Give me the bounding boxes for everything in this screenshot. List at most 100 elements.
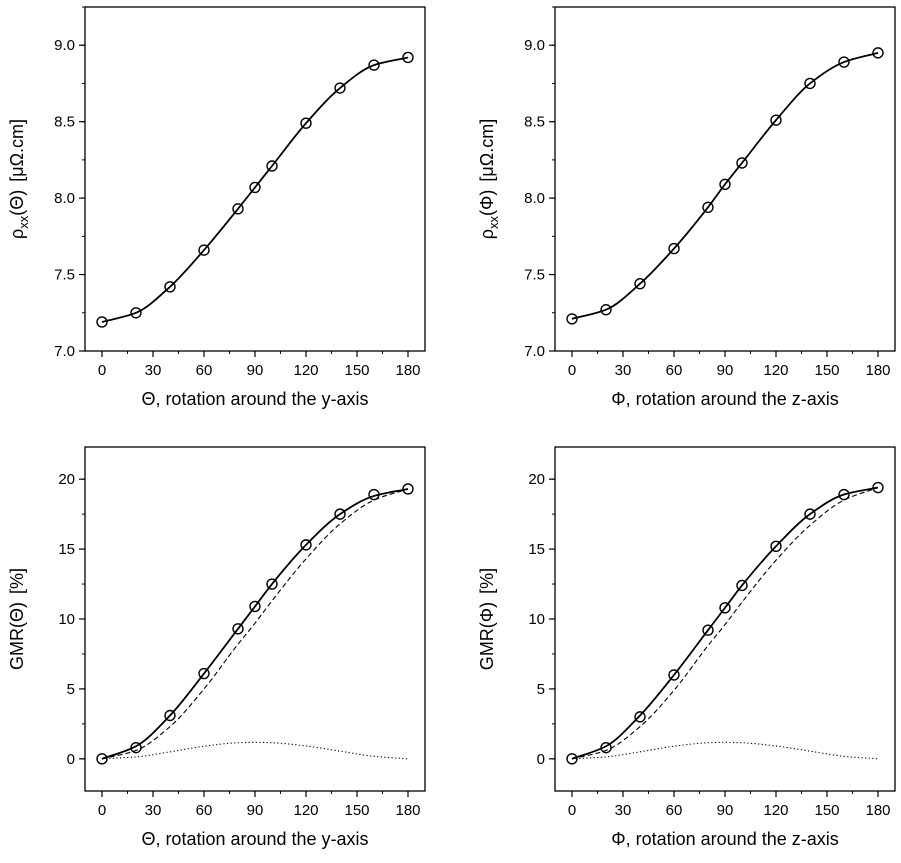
chart-panel-top-right: 0 30 60 90 120 150 180 7.0 7.5 8.0 8.5 9.0 Φ, rotati… xyxy=(477,6,896,409)
y-axis-label-arg: (Φ) xyxy=(477,602,497,628)
y-axis-label: GMR(Φ) [%] xyxy=(477,568,497,670)
data-point-marker xyxy=(804,77,816,90)
data-point-marker xyxy=(198,667,210,680)
data-point-marker xyxy=(402,483,414,495)
data-point-marker xyxy=(249,181,261,194)
x-tick-label: 90 xyxy=(717,362,734,379)
x-tick-label: 180 xyxy=(865,802,890,819)
y-tick-label: 20 xyxy=(528,471,545,488)
data-point-marker xyxy=(719,178,731,191)
x-tick-label: 30 xyxy=(615,802,632,819)
data-point-marker xyxy=(402,51,414,64)
y-axis-label: GMR(Θ) [%] xyxy=(7,568,27,670)
x-tick-label: 60 xyxy=(666,802,683,819)
x-tick-label: 0 xyxy=(568,802,576,819)
x-tick-label: 90 xyxy=(247,362,264,379)
data-point-marker xyxy=(770,114,782,126)
y-tick-label: 15 xyxy=(58,541,75,558)
data-point-marker xyxy=(232,623,244,635)
x-tick-label: 120 xyxy=(293,362,318,379)
x-tick-label: 180 xyxy=(865,362,890,379)
x-tick-label: 150 xyxy=(344,802,369,819)
x-tick-label: 30 xyxy=(145,362,162,379)
x-tick-label: 0 xyxy=(98,362,106,379)
y-tick-label: 15 xyxy=(528,541,545,558)
y-axis-label-main: GMR xyxy=(7,628,27,670)
data-point-marker xyxy=(838,56,850,68)
data-point-marker xyxy=(634,711,646,723)
data-point-marker xyxy=(300,539,312,551)
y-axis-label-unit: [%] xyxy=(477,568,497,594)
plot-frame xyxy=(84,6,426,352)
data-point-marker xyxy=(566,753,578,765)
plot-frame xyxy=(554,446,896,792)
data-point-marker xyxy=(702,201,714,213)
series-line-solid xyxy=(101,488,409,760)
data-point-marker xyxy=(838,488,850,501)
data-point-marker xyxy=(164,281,176,293)
data-point-marker xyxy=(232,203,244,215)
x-tick-label: 0 xyxy=(98,802,106,819)
data-point-marker xyxy=(566,313,578,325)
chart-panel-top-left: 0 30 60 90 120 150 180 7.0 7.5 8.0 8.5 9.0 Θ, rotati… xyxy=(7,6,426,409)
data-point-marker xyxy=(334,508,346,520)
chart-panel-bottom-right: 0 30 60 90 120 150 180 0 5 10 15 20 Φ, rotation arou… xyxy=(477,446,896,849)
x-tick-label: 120 xyxy=(293,802,318,819)
data-point-marker xyxy=(334,82,346,94)
y-axis-label-arg: (Θ) xyxy=(7,190,27,216)
x-tick-label: 150 xyxy=(814,362,839,379)
x-tick-label: 180 xyxy=(395,362,420,379)
x-tick-label: 60 xyxy=(196,362,213,379)
chart-panel-bottom-left: 0 30 60 90 120 150 180 0 5 10 15 20 Θ, rotation arou… xyxy=(7,446,426,849)
x-tick-label: 0 xyxy=(568,362,576,379)
y-tick-label: 10 xyxy=(58,611,75,628)
data-point-marker xyxy=(198,244,210,256)
x-tick-label: 180 xyxy=(395,802,420,819)
x-axis-label: Θ, rotation around the y-axis xyxy=(141,829,368,849)
x-tick-label: 150 xyxy=(814,802,839,819)
series-line-dotted xyxy=(101,741,409,760)
data-point-marker xyxy=(719,602,731,614)
data-point-marker xyxy=(266,160,278,172)
data-point-marker xyxy=(130,307,142,319)
y-tick-label: 5 xyxy=(67,681,75,698)
y-axis-label-main: GMR xyxy=(477,628,497,670)
x-tick-label: 30 xyxy=(615,362,632,379)
x-axis-label: Φ, rotation around the z-axis xyxy=(611,389,838,409)
series-line-dotted xyxy=(571,741,879,760)
data-point-marker xyxy=(368,59,380,71)
data-point-marker xyxy=(872,47,884,59)
data-point-marker xyxy=(804,508,816,520)
data-point-marker xyxy=(368,488,380,501)
data-point-marker xyxy=(634,278,646,290)
data-point-marker xyxy=(736,157,748,169)
y-axis-label: ρxx(Θ) [μΩ.cm] xyxy=(7,119,31,239)
y-tick-label: 8.0 xyxy=(54,190,75,207)
y-axis-label-unit: [μΩ.cm] xyxy=(477,119,497,182)
data-point-marker xyxy=(668,242,680,255)
y-tick-label: 7.5 xyxy=(54,267,75,284)
data-point-marker xyxy=(770,540,782,552)
y-tick-label: 7.0 xyxy=(524,343,545,360)
y-tick-label: 8.5 xyxy=(54,114,75,131)
data-point-marker xyxy=(96,316,108,328)
y-tick-label: 8.0 xyxy=(524,190,545,207)
data-point-marker xyxy=(600,741,612,754)
x-tick-label: 60 xyxy=(666,362,683,379)
y-tick-label: 5 xyxy=(537,681,545,698)
y-axis-label-main: ρ xyxy=(477,229,497,239)
y-tick-label: 10 xyxy=(528,611,545,628)
y-tick-label: 7.5 xyxy=(524,267,545,284)
x-tick-label: 120 xyxy=(763,362,788,379)
x-tick-label: 150 xyxy=(344,362,369,379)
y-axis-label-arg: (Θ) xyxy=(7,602,27,628)
x-axis-label: Θ, rotation around the y-axis xyxy=(141,389,368,409)
plot-frame xyxy=(84,446,426,792)
y-tick-label: 0 xyxy=(67,751,75,768)
data-point-marker xyxy=(266,578,278,590)
x-tick-label: 60 xyxy=(196,802,213,819)
x-tick-label: 120 xyxy=(763,802,788,819)
data-point-marker xyxy=(164,709,176,722)
y-tick-label: 9.0 xyxy=(524,37,545,54)
